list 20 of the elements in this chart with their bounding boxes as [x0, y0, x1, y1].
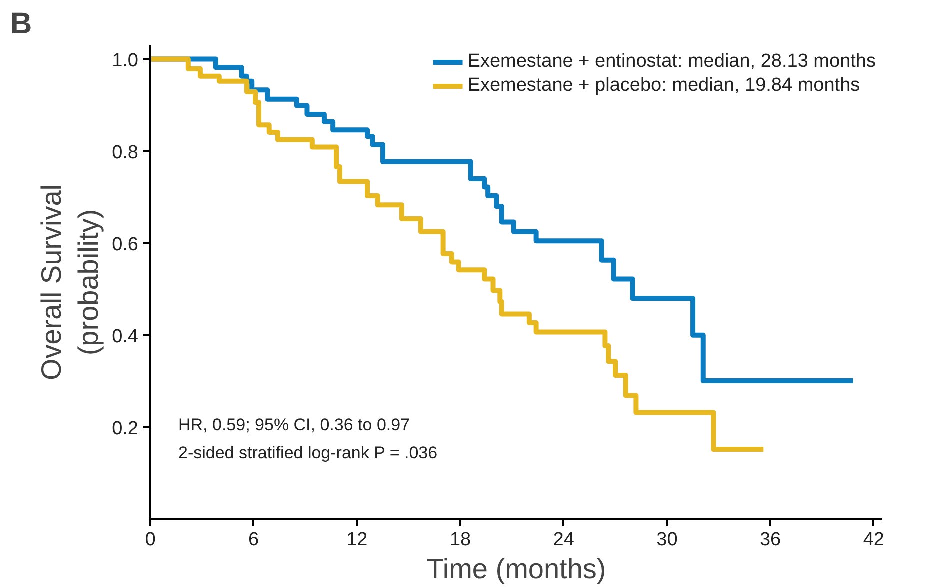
x-tick-label: 36: [760, 530, 782, 550]
legend-label: Exemestane + placebo: median, 19.84 months: [468, 75, 860, 97]
legend-label: Exemestane + entinostat: median, 28.13 months: [468, 51, 876, 73]
y-tick-label: 0.4: [112, 326, 139, 348]
x-tick-label: 30: [656, 530, 678, 550]
y-axis-title: Overall Survival (probability): [36, 184, 104, 381]
chart-title: B: [10, 8, 32, 40]
x-tick-label: 12: [346, 530, 368, 550]
x-tick-label: 6: [248, 530, 260, 550]
x-tick-label: 0: [145, 530, 156, 550]
x-tick-label: 24: [553, 530, 575, 550]
annotation: 2-sided stratified log-rank P = .036: [178, 444, 438, 462]
y-tick-label: 0.2: [112, 418, 139, 440]
x-axis-title: Time (months): [426, 554, 606, 584]
y-tick-label: 0.8: [112, 142, 139, 164]
y-tick-label: 1.0: [112, 50, 139, 72]
annotation: HR, 0.59; 95% CI, 0.36 to 0.97: [178, 416, 410, 434]
x-tick-label: 18: [450, 530, 472, 550]
x-tick-label: 42: [863, 530, 884, 550]
y-tick-label: 0.6: [112, 234, 139, 256]
